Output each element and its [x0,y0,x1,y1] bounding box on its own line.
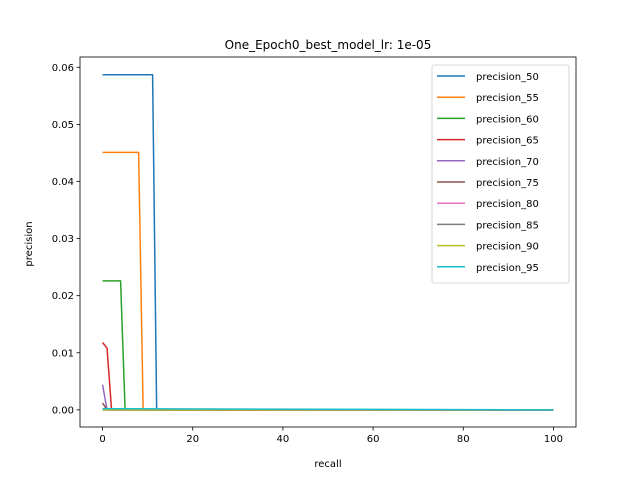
y-tick-label: 0.00 [52,405,74,416]
y-tick-label: 0.04 [52,177,74,188]
legend-label-precision-85: precision_85 [476,220,539,231]
y-tick-label: 0.05 [52,120,74,131]
legend-label-precision-95: precision_95 [476,263,539,274]
y-axis: 0.00 0.01 0.02 0.03 0.04 0.05 0.06 [52,63,80,416]
plot-area [79,56,577,428]
axes-frame [79,56,577,428]
legend-label-precision-55: precision_55 [476,93,539,104]
legend-label-precision-60: precision_60 [476,114,539,125]
legend-label-precision-90: precision_90 [476,242,539,253]
x-axis: 0 20 40 60 80 100 [99,427,563,445]
series-line-precision-95 [102,407,554,411]
legend-label-precision-75: precision_75 [476,178,539,189]
y-axis-label: precision [24,221,35,266]
x-tick-label: 80 [457,434,470,445]
x-tick-label: 0 [99,434,105,445]
legend-label-precision-80: precision_80 [476,199,539,210]
legend-label-precision-70: precision_70 [476,157,539,168]
y-tick-label: 0.01 [52,348,74,359]
legend: precision_50 precision_55 precision_60prec… [431,64,570,284]
legend-label-precision-50: precision_50 [476,72,539,83]
x-tick-label: 20 [186,434,199,445]
x-tick-label: 60 [367,434,380,445]
chart-title: One_Epoch0_best_model_lr: 1e-05 [225,38,432,52]
y-tick-label: 0.06 [52,63,74,74]
legend-box [431,64,570,284]
y-tick-label: 0.03 [52,234,74,245]
legend-label-precision-65: precision_65 [476,136,539,147]
x-tick-label: 40 [277,434,290,445]
y-tick-label: 0.02 [52,291,74,302]
x-axis-label: recall [314,459,341,470]
x-tick-label: 100 [544,434,563,445]
